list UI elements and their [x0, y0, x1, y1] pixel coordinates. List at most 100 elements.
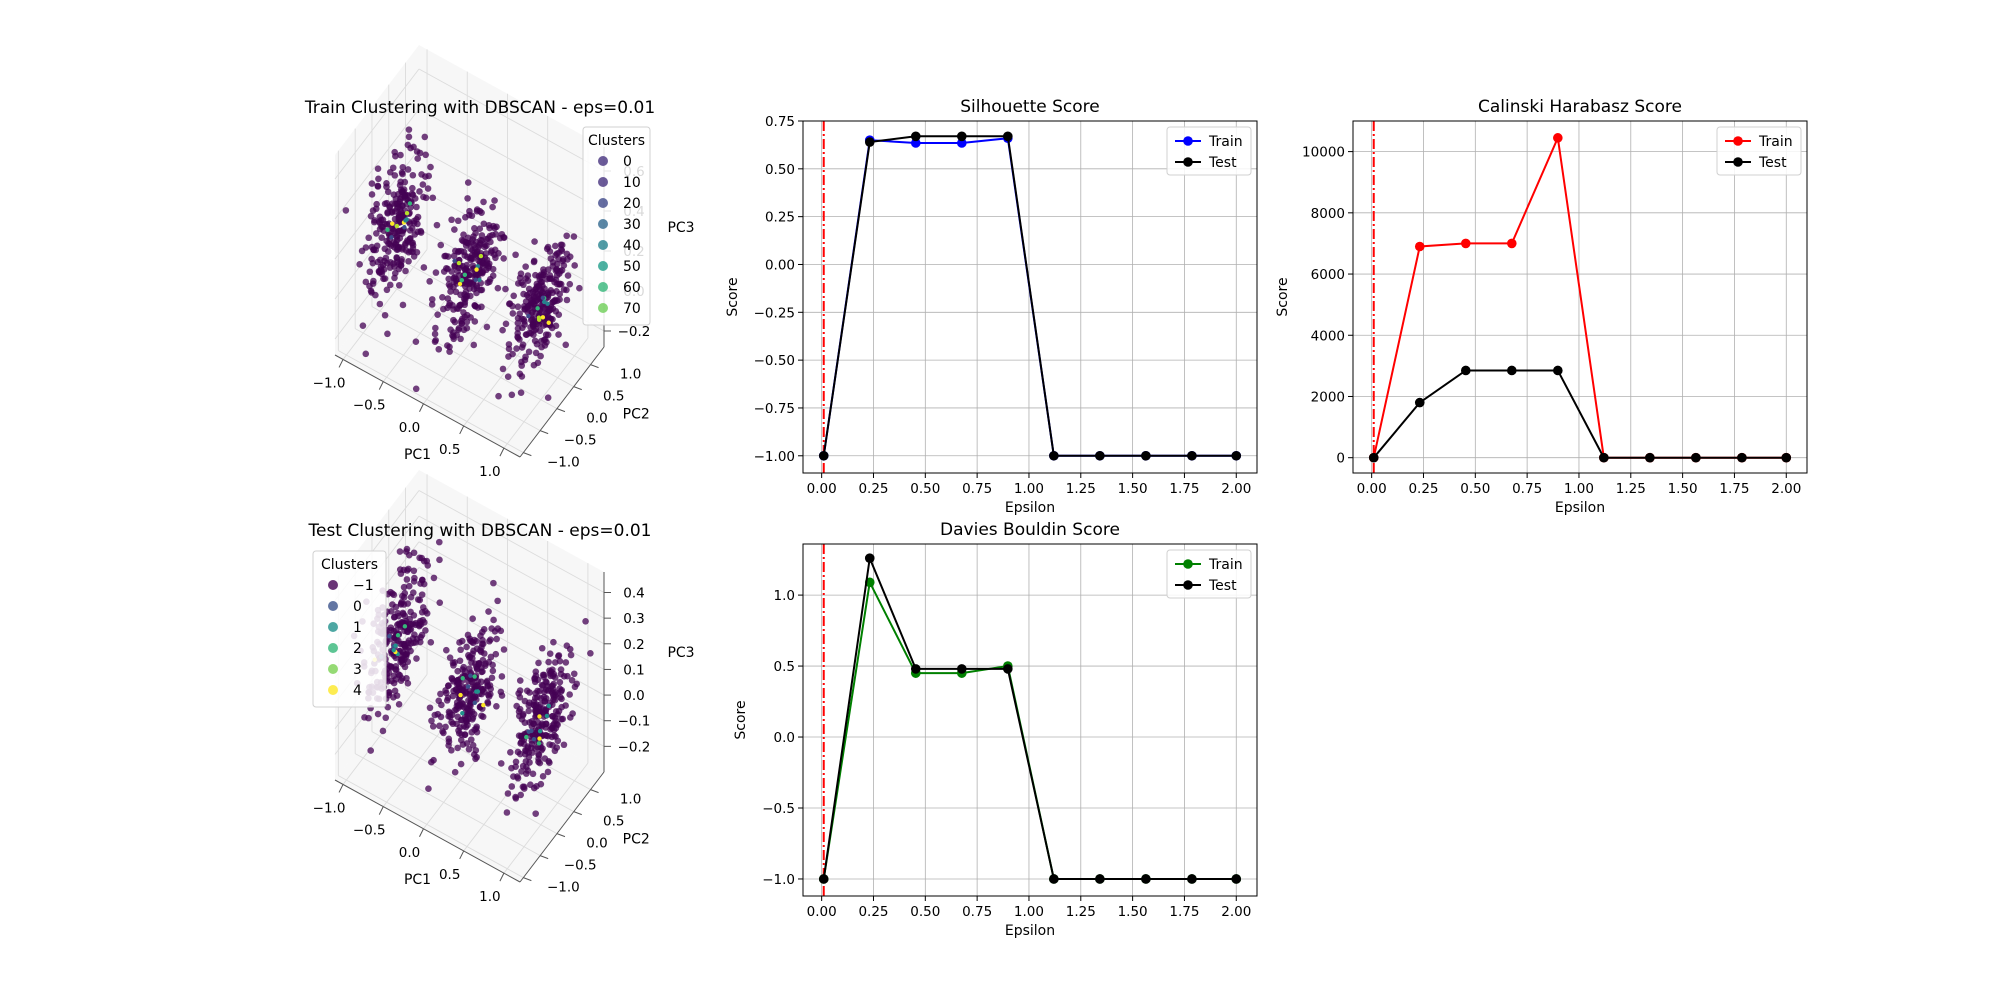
scatter-point: [377, 216, 385, 224]
z-tick-label: −0.2: [618, 739, 651, 755]
z-tick-label: −0.1: [618, 714, 651, 730]
data-point-train: [1414, 241, 1425, 252]
scatter-point: [487, 238, 494, 246]
grid-line: [354, 753, 541, 856]
scatter-point: [393, 205, 401, 212]
scatter-point: [451, 247, 459, 255]
data-point-test: [1049, 874, 1059, 884]
scatter-point: [445, 738, 453, 746]
scatter-point: [530, 257, 538, 265]
scatter-point: [514, 330, 521, 337]
scatter-point: [553, 250, 561, 258]
scatter-point: [479, 640, 487, 648]
floor-pane: [335, 670, 604, 882]
scatter-point: [529, 770, 537, 778]
scatter-point: [498, 230, 506, 238]
scatter-point: [435, 538, 443, 546]
legend-marker: [328, 622, 338, 632]
scatter-point: [514, 325, 522, 332]
scatter-point: [537, 286, 544, 294]
scatter-point-accent: [526, 313, 531, 319]
scatter-point: [466, 211, 473, 219]
legend-label: 50: [623, 259, 641, 275]
scatter-point: [405, 133, 413, 141]
data-point-test: [1141, 874, 1151, 884]
scatter-point: [487, 653, 495, 661]
data-point-test: [864, 553, 875, 563]
scatter-point: [495, 392, 502, 400]
scatter-point: [544, 683, 551, 690]
legend-marker: [598, 261, 608, 271]
grid-line: [418, 228, 605, 332]
scatter-point: [397, 658, 404, 666]
scatter-point: [499, 365, 507, 373]
scatter-point: [404, 141, 412, 149]
scatter-point: [391, 687, 399, 695]
scatter-point: [438, 701, 445, 709]
scatter-point: [576, 284, 583, 292]
scatter-point: [484, 698, 491, 706]
chart-title: Silhouette Score: [960, 97, 1099, 117]
scatter-point: [520, 740, 528, 748]
scatter-point-accent: [460, 676, 465, 681]
scatter-point: [461, 291, 468, 298]
scatter-point: [549, 666, 556, 674]
scatter-point: [418, 554, 425, 562]
scatter-point: [546, 650, 554, 657]
legend-label: 4: [353, 683, 362, 699]
scatter-point: [393, 636, 400, 643]
scatter-point: [554, 297, 561, 305]
scatter-point: [471, 318, 479, 325]
data-point-train: [1553, 133, 1563, 143]
scatter-point: [391, 274, 398, 282]
x-tick-label: 1.75: [1169, 481, 1199, 497]
scatter-point: [528, 717, 536, 725]
x-tick-label: −0.5: [353, 398, 386, 414]
z-tick-label: 0.4: [623, 586, 644, 602]
legend-label: 30: [623, 217, 641, 233]
scatter-point: [539, 303, 547, 311]
y-axis-line: [519, 346, 605, 458]
y-tick-label: −0.50: [754, 353, 795, 369]
legend-marker: [598, 282, 608, 292]
scatter-point: [555, 707, 563, 715]
y-tick-mark: [573, 386, 582, 391]
data-point-test: [1506, 365, 1517, 376]
x-tick-label: 0.50: [1460, 481, 1490, 497]
scatter-point: [398, 230, 406, 237]
scatter-point: [418, 591, 426, 598]
scatter-point: [471, 302, 479, 310]
grid-line: [503, 337, 589, 449]
scatter-point: [405, 257, 412, 265]
data-point-train: [1460, 238, 1471, 249]
scatter-point: [367, 287, 375, 295]
scatter-point: [395, 701, 403, 708]
scatter-point: [560, 741, 568, 749]
y-tick-label: 0.0: [586, 411, 607, 427]
scatter-point: [397, 151, 404, 159]
scatter-point: [443, 646, 450, 654]
data-point-test: [1553, 365, 1563, 376]
scatter-point: [467, 702, 474, 709]
scatter-point: [401, 178, 409, 186]
x-tick-mark: [419, 828, 424, 838]
scatter-point: [508, 391, 516, 399]
scatter-point: [456, 657, 464, 665]
scatter-point: [356, 261, 363, 268]
scatter-point: [397, 600, 405, 607]
y-tick-label: 0: [1336, 451, 1345, 467]
scatter-point: [448, 675, 456, 683]
scatter-point: [382, 254, 390, 262]
scatter-point: [488, 674, 496, 682]
scatter-point: [471, 683, 478, 691]
scatter-point-accent: [546, 703, 551, 708]
scatter-point: [524, 306, 532, 313]
scatter-point: [482, 250, 490, 257]
scatter-point: [444, 694, 452, 702]
scatter-point: [527, 781, 534, 789]
scatter-point: [461, 266, 469, 273]
scatter-point: [478, 232, 486, 239]
scatter-point: [528, 744, 535, 752]
scatter-point: [465, 745, 473, 753]
